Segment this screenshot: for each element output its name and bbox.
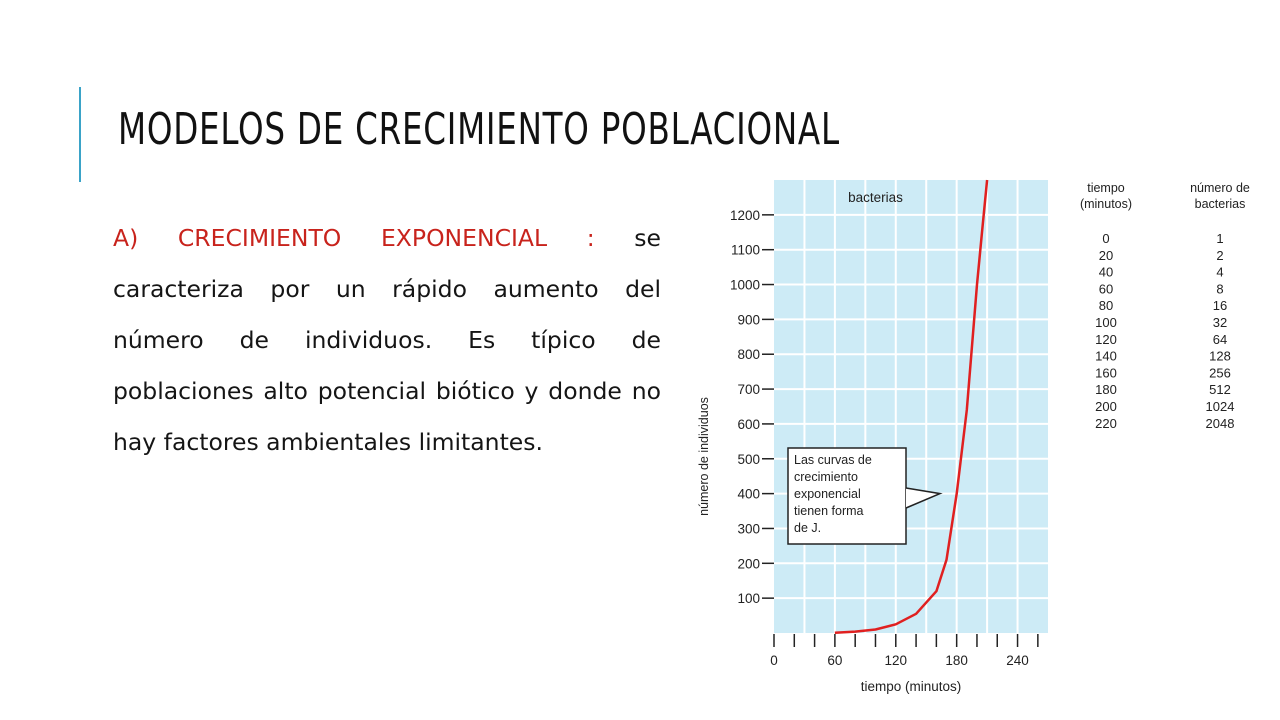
x-tick-label: 180 xyxy=(945,653,968,668)
table-header-count-unit: bacterias xyxy=(1195,197,1246,211)
table-cell-time: 140 xyxy=(1095,349,1117,364)
y-tick-label: 1200 xyxy=(730,208,760,223)
table-cell-count: 128 xyxy=(1209,349,1231,364)
body-paragraph: A) CRECIMIENTO EXPONENCIAL : se caracter… xyxy=(113,213,661,468)
table-cell-time: 200 xyxy=(1095,399,1117,414)
chart-canvas: 1002003004005006007008009001000110012000… xyxy=(697,179,1250,694)
table-cell-time: 40 xyxy=(1099,265,1113,280)
table-cell-time: 80 xyxy=(1099,298,1113,313)
table-header-time-unit: (minutos) xyxy=(1080,197,1132,211)
table-cell-count: 32 xyxy=(1213,315,1227,330)
annotation-text-line: Las curvas de xyxy=(794,453,872,467)
x-tick-label: 60 xyxy=(827,653,842,668)
table-cell-count: 1024 xyxy=(1206,399,1235,414)
annotation-text-line: crecimiento xyxy=(794,470,858,484)
growth-curve xyxy=(834,179,989,634)
table-cell-time: 60 xyxy=(1099,281,1113,296)
table-cell-time: 160 xyxy=(1095,365,1117,380)
table-cell-time: 100 xyxy=(1095,315,1117,330)
table-header-count: número de xyxy=(1190,181,1250,195)
y-axis-label: número de individuos xyxy=(697,397,711,516)
slide-title: MODELOS DE CRECIMIENTO POBLACIONAL xyxy=(118,104,840,155)
table-cell-count: 16 xyxy=(1213,298,1227,313)
x-tick-label: 240 xyxy=(1006,653,1029,668)
y-tick-label: 1100 xyxy=(731,243,760,258)
plot-background xyxy=(774,180,1048,633)
y-tick-label: 200 xyxy=(737,556,760,571)
annotation-text-line: tienen forma xyxy=(794,504,864,518)
table-cell-time: 20 xyxy=(1099,248,1113,263)
body-text: se caracteriza por un rápido aumento del… xyxy=(113,224,661,456)
table-cell-count: 512 xyxy=(1209,382,1231,397)
y-tick-label: 500 xyxy=(737,452,760,467)
table-cell-count: 4 xyxy=(1216,265,1223,280)
table-cell-count: 256 xyxy=(1209,365,1231,380)
table-cell-time: 180 xyxy=(1095,382,1117,397)
table-cell-count: 2048 xyxy=(1206,416,1235,431)
y-tick-label: 400 xyxy=(737,487,760,502)
table-cell-time: 120 xyxy=(1095,332,1117,347)
table-cell-count: 2 xyxy=(1216,248,1223,263)
table-cell-count: 8 xyxy=(1216,281,1223,296)
table-header-time: tiempo xyxy=(1087,181,1125,195)
y-tick-label: 800 xyxy=(737,347,760,362)
table-cell-time: 220 xyxy=(1095,416,1117,431)
y-tick-label: 900 xyxy=(737,312,760,327)
title-accent-bar xyxy=(79,87,81,182)
table-cell-count: 1 xyxy=(1216,231,1223,246)
annotation-pointer xyxy=(905,487,943,509)
x-tick-label: 120 xyxy=(885,653,908,668)
chart-title: bacterias xyxy=(848,190,903,205)
annotation-text-line: de J. xyxy=(794,521,821,535)
annotation-text-line: exponencial xyxy=(794,487,861,501)
exponential-growth-chart: 100 200 300 400 500 600 700 800 900 1000 1100 1200 0… xyxy=(690,178,1265,708)
table-cell-time: 0 xyxy=(1102,231,1109,246)
y-tick-label: 600 xyxy=(737,417,760,432)
y-tick-label: 1000 xyxy=(730,278,760,293)
y-tick-label: 700 xyxy=(737,382,760,397)
x-tick-label: 0 xyxy=(770,653,778,668)
y-tick-label: 100 xyxy=(737,591,760,606)
section-heading: A) CRECIMIENTO EXPONENCIAL : xyxy=(113,224,595,252)
x-axis-label: tiempo (minutos) xyxy=(861,679,962,694)
table-cell-count: 64 xyxy=(1213,332,1227,347)
y-tick-label: 300 xyxy=(737,521,760,536)
